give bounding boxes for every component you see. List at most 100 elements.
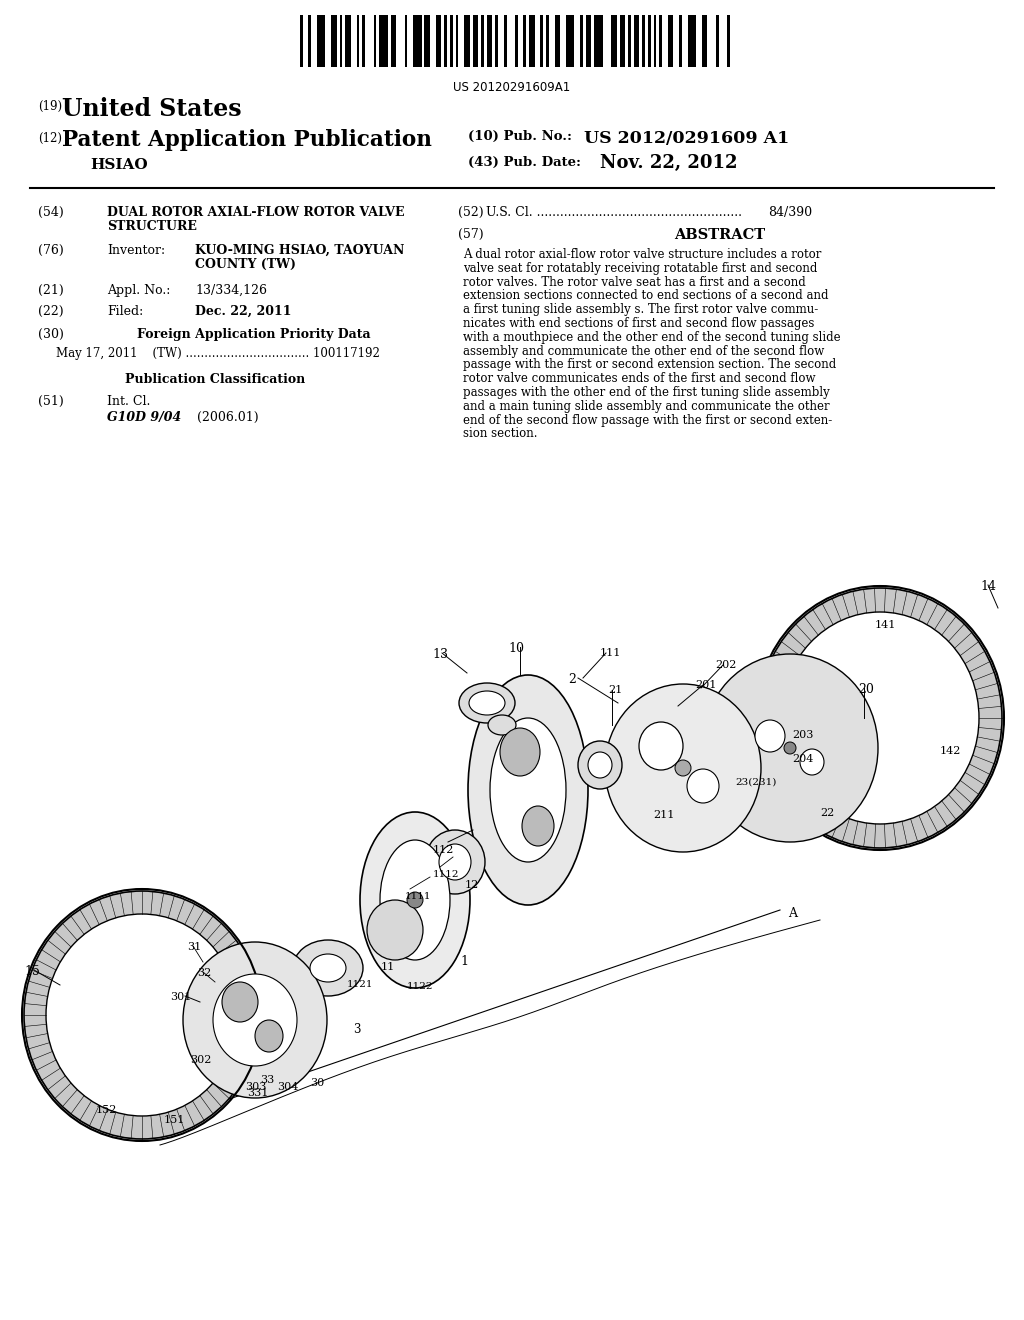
Ellipse shape bbox=[755, 719, 785, 752]
Text: G10D 9/04: G10D 9/04 bbox=[106, 411, 181, 424]
Text: (57): (57) bbox=[458, 228, 483, 242]
Ellipse shape bbox=[439, 843, 471, 880]
Bar bbox=[653, 15, 656, 67]
Bar bbox=[580, 15, 583, 67]
Text: with a mouthpiece and the other end of the second tuning slide: with a mouthpiece and the other end of t… bbox=[463, 331, 841, 343]
Text: 22: 22 bbox=[820, 808, 835, 818]
Bar bbox=[529, 15, 535, 67]
Bar bbox=[668, 15, 674, 67]
Text: 12: 12 bbox=[465, 880, 479, 890]
Ellipse shape bbox=[490, 718, 566, 862]
Text: 151: 151 bbox=[164, 1115, 185, 1125]
Bar bbox=[317, 15, 326, 67]
Ellipse shape bbox=[380, 840, 450, 960]
Bar bbox=[659, 15, 663, 67]
Text: A: A bbox=[788, 907, 797, 920]
Text: (43) Pub. Date:: (43) Pub. Date: bbox=[468, 156, 581, 169]
Text: assembly and communicate the other end of the second flow: assembly and communicate the other end o… bbox=[463, 345, 824, 358]
Text: 32: 32 bbox=[197, 968, 211, 978]
Ellipse shape bbox=[781, 612, 979, 824]
Bar bbox=[594, 15, 603, 67]
Bar bbox=[413, 15, 422, 67]
Text: passages with the other end of the first tuning slide assembly: passages with the other end of the first… bbox=[463, 385, 829, 399]
Text: 23(231): 23(231) bbox=[735, 777, 776, 787]
Text: sion section.: sion section. bbox=[463, 428, 538, 441]
Text: (12): (12) bbox=[38, 132, 62, 145]
Bar bbox=[356, 15, 359, 67]
Text: Inventor:: Inventor: bbox=[106, 244, 165, 257]
Text: 15: 15 bbox=[24, 965, 40, 978]
Text: 303: 303 bbox=[245, 1082, 266, 1092]
Text: 141: 141 bbox=[874, 620, 896, 630]
Bar bbox=[523, 15, 526, 67]
Bar bbox=[716, 15, 719, 67]
Ellipse shape bbox=[293, 940, 362, 997]
Bar bbox=[404, 15, 408, 67]
Text: and a main tuning slide assembly and communicate the other: and a main tuning slide assembly and com… bbox=[463, 400, 829, 413]
Ellipse shape bbox=[675, 760, 691, 776]
Bar bbox=[374, 15, 377, 67]
Text: rotor valves. The rotor valve seat has a first and a second: rotor valves. The rotor valve seat has a… bbox=[463, 276, 806, 289]
Text: ABSTRACT: ABSTRACT bbox=[675, 228, 766, 242]
Text: 14: 14 bbox=[980, 579, 996, 593]
Text: rotor valve communicates ends of the first and second flow: rotor valve communicates ends of the fir… bbox=[463, 372, 815, 385]
Text: (22): (22) bbox=[38, 305, 63, 318]
Bar bbox=[541, 15, 544, 67]
Text: COUNTY (TW): COUNTY (TW) bbox=[195, 257, 296, 271]
Text: United States: United States bbox=[62, 96, 242, 121]
Text: DUAL ROTOR AXIAL-FLOW ROTOR VALVE: DUAL ROTOR AXIAL-FLOW ROTOR VALVE bbox=[106, 206, 404, 219]
Text: 2: 2 bbox=[568, 673, 575, 686]
Text: 84/390: 84/390 bbox=[768, 206, 812, 219]
Ellipse shape bbox=[578, 741, 622, 789]
Ellipse shape bbox=[360, 812, 470, 987]
Bar bbox=[679, 15, 682, 67]
Text: Int. Cl.: Int. Cl. bbox=[106, 395, 151, 408]
Text: 10: 10 bbox=[508, 642, 524, 655]
Ellipse shape bbox=[469, 690, 505, 715]
Bar bbox=[331, 15, 337, 67]
Bar bbox=[504, 15, 507, 67]
Text: Dec. 22, 2011: Dec. 22, 2011 bbox=[195, 305, 292, 318]
Text: (51): (51) bbox=[38, 395, 63, 408]
Bar bbox=[687, 15, 696, 67]
Ellipse shape bbox=[500, 729, 540, 776]
Ellipse shape bbox=[222, 982, 258, 1022]
Text: KUO-MING HSIAO, TAOYUAN: KUO-MING HSIAO, TAOYUAN bbox=[195, 244, 404, 257]
Text: US 2012/0291609 A1: US 2012/0291609 A1 bbox=[584, 129, 790, 147]
Bar bbox=[515, 15, 518, 67]
Bar bbox=[648, 15, 651, 67]
Text: (21): (21) bbox=[38, 284, 63, 297]
Ellipse shape bbox=[24, 891, 260, 1139]
Ellipse shape bbox=[687, 770, 719, 803]
Text: (54): (54) bbox=[38, 206, 63, 219]
Text: 203: 203 bbox=[792, 730, 813, 741]
Bar bbox=[727, 15, 730, 67]
Ellipse shape bbox=[183, 942, 327, 1098]
Ellipse shape bbox=[588, 752, 612, 777]
Text: 13: 13 bbox=[432, 648, 449, 661]
Text: 33: 33 bbox=[260, 1074, 274, 1085]
Ellipse shape bbox=[459, 682, 515, 723]
Ellipse shape bbox=[639, 722, 683, 770]
Bar bbox=[628, 15, 631, 67]
Bar bbox=[444, 15, 447, 67]
Ellipse shape bbox=[784, 742, 796, 754]
Text: Foreign Application Priority Data: Foreign Application Priority Data bbox=[137, 327, 371, 341]
Bar bbox=[546, 15, 549, 67]
Bar bbox=[642, 15, 645, 67]
Text: 11: 11 bbox=[381, 962, 395, 972]
Ellipse shape bbox=[46, 913, 238, 1115]
Text: 31: 31 bbox=[187, 942, 202, 952]
Text: A dual rotor axial-flow rotor valve structure includes a rotor: A dual rotor axial-flow rotor valve stru… bbox=[463, 248, 821, 261]
Text: 112: 112 bbox=[433, 845, 455, 855]
Text: end of the second flow passage with the first or second exten-: end of the second flow passage with the … bbox=[463, 413, 833, 426]
Bar bbox=[611, 15, 616, 67]
Bar bbox=[496, 15, 498, 67]
Text: 304: 304 bbox=[278, 1082, 298, 1092]
Bar bbox=[620, 15, 626, 67]
Text: 13/334,126: 13/334,126 bbox=[195, 284, 267, 297]
Ellipse shape bbox=[605, 684, 761, 851]
Bar bbox=[308, 15, 311, 67]
Bar bbox=[425, 15, 430, 67]
Ellipse shape bbox=[702, 653, 878, 842]
